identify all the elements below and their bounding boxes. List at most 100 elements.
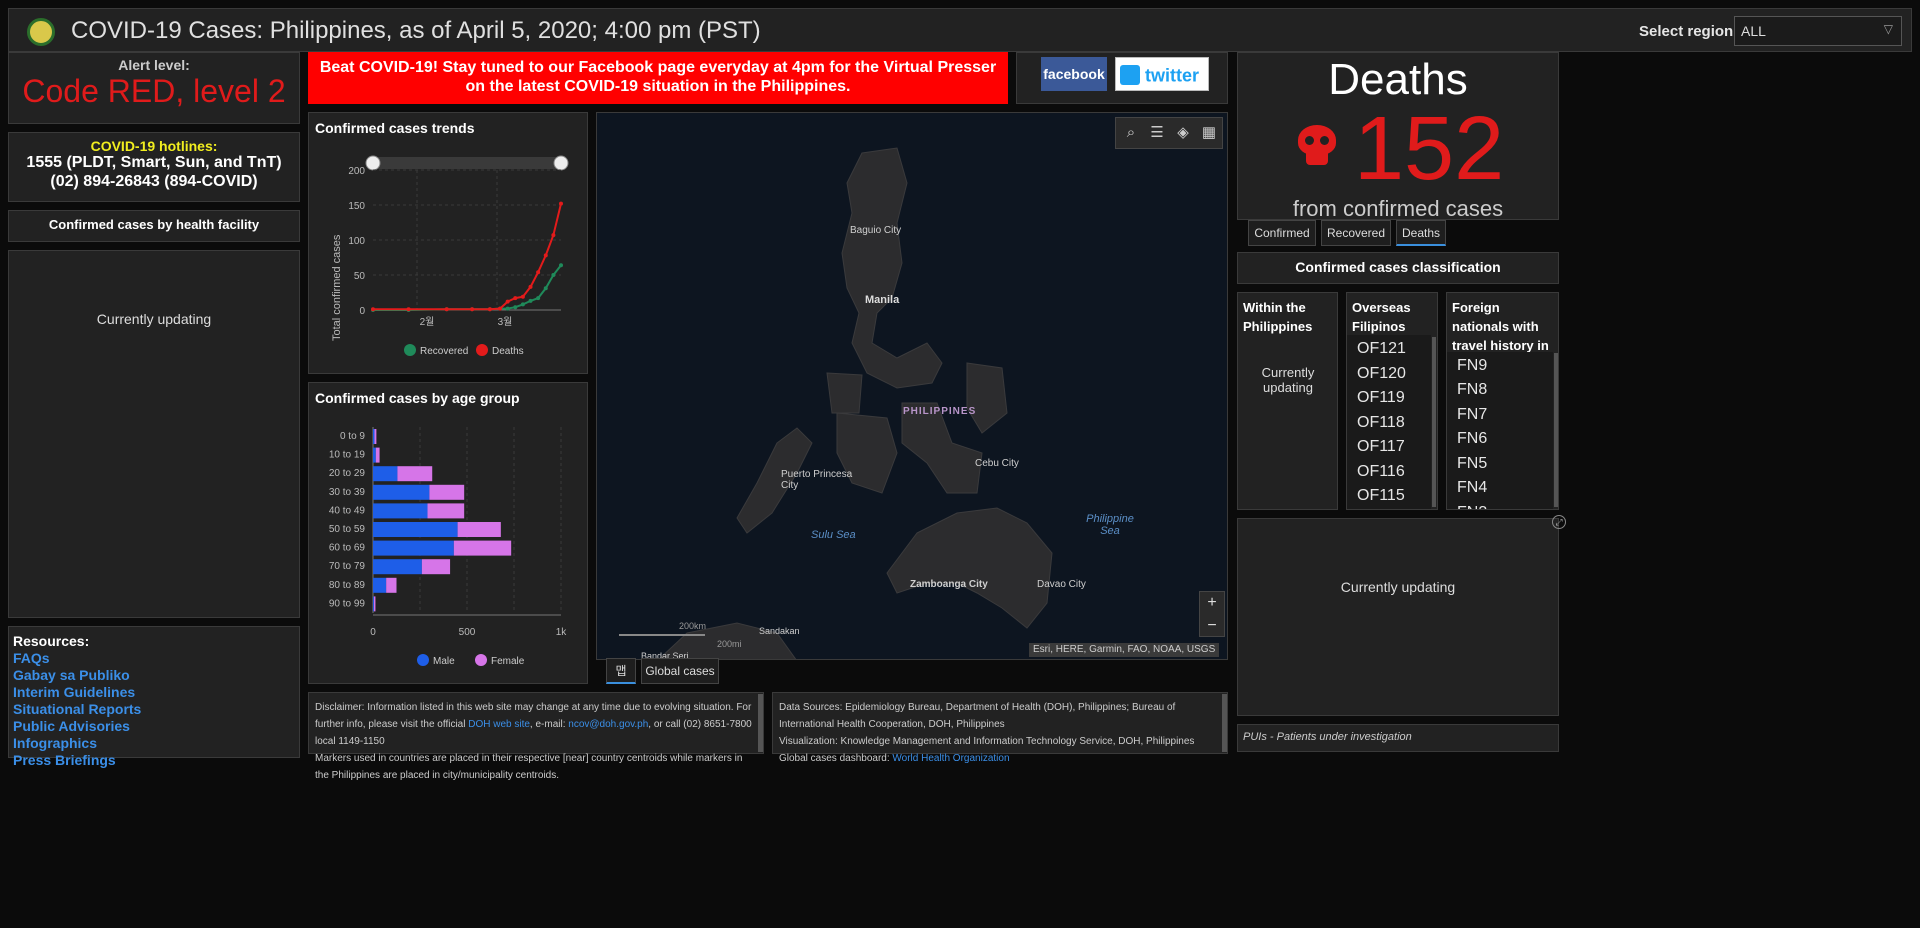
- zoom-out-button[interactable]: −: [1207, 617, 1217, 634]
- sources-line1: Data Sources: Epidemiology Bureau, Depar…: [779, 702, 1176, 730]
- trend-range-slider[interactable]: [373, 157, 561, 169]
- tab-confirmed[interactable]: Confirmed: [1248, 220, 1316, 246]
- age-category-label: 60 to 69: [329, 543, 366, 554]
- alert-value: Code RED, level 2: [22, 73, 286, 109]
- who-link[interactable]: World Health Organization: [892, 753, 1010, 764]
- age-bar-female[interactable]: [429, 484, 465, 500]
- trend-range-handle-start[interactable]: [365, 155, 381, 171]
- layers-icon[interactable]: ◈: [1177, 124, 1189, 141]
- email-link[interactable]: ncov@doh.gov.ph: [568, 719, 649, 730]
- trend-point-deaths[interactable]: [371, 307, 375, 312]
- trend-point-recovered[interactable]: [543, 286, 548, 291]
- deaths-subtitle: from confirmed cases: [1292, 196, 1504, 221]
- link-public-advisories[interactable]: Public Advisories: [13, 718, 130, 734]
- age-bar-male[interactable]: [373, 503, 428, 519]
- deaths-title: Deaths: [1328, 55, 1468, 104]
- age-bar-male[interactable]: [373, 596, 374, 612]
- trend-point-recovered[interactable]: [505, 306, 510, 311]
- tab-deaths[interactable]: Deaths: [1396, 220, 1446, 246]
- trend-point-deaths[interactable]: [520, 294, 525, 299]
- age-bar-female[interactable]: [421, 559, 451, 575]
- trend-point-recovered[interactable]: [559, 263, 563, 268]
- tab-recovered[interactable]: Recovered: [1321, 220, 1391, 246]
- age-xtick: 1k: [556, 627, 568, 638]
- age-bar-female[interactable]: [427, 503, 465, 519]
- age-bar-male[interactable]: [373, 577, 387, 593]
- map-label-cebu: Cebu City: [975, 458, 1019, 469]
- trend-point-recovered[interactable]: [551, 273, 556, 277]
- fn-list-item[interactable]: FN3: [1447, 499, 1553, 509]
- map-attribution: Esri, HERE, Garmin, FAO, NOAA, USGS: [1029, 643, 1220, 657]
- doh-logo-icon: [27, 18, 55, 46]
- trend-point-deaths[interactable]: [470, 307, 475, 312]
- age-bar-female[interactable]: [386, 577, 397, 593]
- trend-point-deaths[interactable]: [406, 307, 411, 312]
- age-bar-female[interactable]: [375, 447, 380, 463]
- age-bar-male[interactable]: [373, 559, 422, 575]
- age-bar-female[interactable]: [373, 596, 376, 612]
- link-infographics[interactable]: Infographics: [13, 735, 98, 751]
- tab-map-label: 맵: [615, 664, 627, 678]
- trend-point-deaths[interactable]: [498, 306, 503, 311]
- twitter-button[interactable]: twitter: [1115, 57, 1209, 91]
- trend-point-deaths[interactable]: [543, 253, 548, 258]
- link-situational-reports[interactable]: Situational Reports: [13, 701, 142, 717]
- basemap-gallery-icon[interactable]: ▦: [1201, 124, 1217, 141]
- expand-icon[interactable]: ⤢: [1552, 515, 1566, 529]
- age-bar-male[interactable]: [373, 447, 376, 463]
- search-icon[interactable]: ⌕: [1126, 124, 1136, 141]
- classification-title-panel: Confirmed cases classification: [1237, 252, 1559, 284]
- trend-point-deaths[interactable]: [559, 201, 563, 206]
- age-bar-male[interactable]: [373, 484, 430, 500]
- ofw-list-item[interactable]: OF115: [1347, 482, 1431, 509]
- legend-list-icon[interactable]: ☰: [1150, 124, 1164, 141]
- trend-point-deaths[interactable]: [444, 307, 449, 312]
- legend-deaths-label: Deaths: [492, 346, 524, 357]
- doh-website-link[interactable]: DOH web site: [468, 719, 530, 730]
- fn-scrollbar[interactable]: [1554, 353, 1558, 507]
- age-xtick: 500: [459, 627, 476, 638]
- map-panel[interactable]: Baguio City Manila PHILIPPINES Puerto Pr…: [596, 112, 1228, 660]
- facebook-button[interactable]: facebook: [1041, 57, 1107, 91]
- link-faqs[interactable]: FAQs: [13, 650, 50, 666]
- legend-recovered-swatch: [404, 344, 416, 356]
- trend-point-recovered[interactable]: [528, 298, 533, 303]
- tab-global-cases[interactable]: Global cases: [641, 658, 719, 684]
- trend-point-recovered[interactable]: [520, 302, 525, 307]
- within-ph-title: Within the Philippines: [1243, 300, 1313, 334]
- disclaimer-scrollbar[interactable]: [758, 694, 763, 752]
- skull-icon: [1296, 125, 1338, 169]
- zoom-in-button[interactable]: +: [1207, 594, 1217, 611]
- age-bar-female[interactable]: [457, 522, 501, 537]
- philippines-map[interactable]: [597, 113, 1228, 660]
- age-bar-female[interactable]: [453, 540, 512, 556]
- trend-point-deaths[interactable]: [487, 307, 492, 312]
- age-bar-male[interactable]: [373, 540, 454, 556]
- link-interim-guidelines[interactable]: Interim Guidelines: [13, 684, 136, 700]
- age-bar-male[interactable]: [373, 429, 375, 444]
- age-bar-female[interactable]: [397, 466, 433, 482]
- trend-point-deaths[interactable]: [528, 284, 533, 289]
- region-select[interactable]: ALL ▽: [1734, 16, 1902, 46]
- pui-status: Currently updating: [1340, 579, 1456, 595]
- fn-column: Foreign nationals with travel history in…: [1446, 292, 1559, 510]
- trend-point-deaths[interactable]: [513, 296, 518, 301]
- sources-scrollbar[interactable]: [1222, 694, 1227, 752]
- trend-point-deaths[interactable]: [551, 233, 556, 238]
- link-press-briefings[interactable]: Press Briefings: [13, 752, 116, 768]
- link-gabay[interactable]: Gabay sa Publiko: [13, 667, 130, 683]
- trend-point-deaths[interactable]: [505, 299, 510, 304]
- trend-point-deaths[interactable]: [536, 270, 541, 275]
- age-bar-male[interactable]: [373, 522, 458, 537]
- region-label: Select region:: [1639, 23, 1739, 40]
- ofw-scrollbar[interactable]: [1432, 337, 1436, 507]
- age-bar-male[interactable]: [373, 466, 398, 482]
- trend-range-handle-end[interactable]: [553, 155, 569, 171]
- trend-chart-panel: Confirmed cases trends Total confirmed c…: [308, 112, 588, 374]
- trend-point-recovered[interactable]: [513, 305, 518, 310]
- legend-female-swatch: [475, 654, 487, 666]
- trend-point-recovered[interactable]: [536, 296, 541, 301]
- age-bar-female[interactable]: [374, 429, 377, 444]
- tab-map[interactable]: 맵: [606, 658, 636, 684]
- trend-ytick: 0: [359, 306, 365, 317]
